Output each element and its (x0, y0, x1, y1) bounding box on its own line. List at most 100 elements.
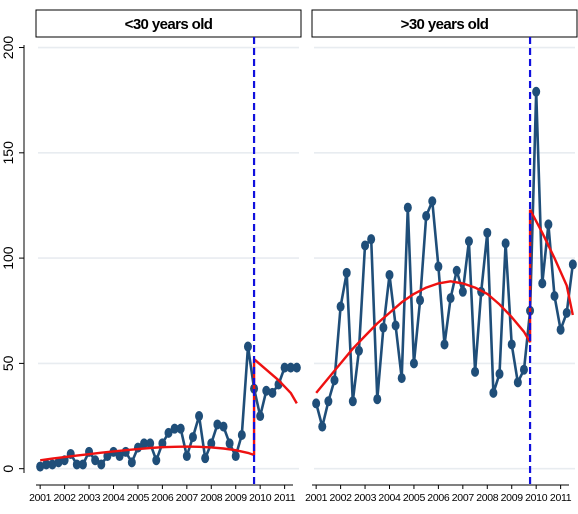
data-point (385, 269, 394, 280)
x-tick-label: 2004 (378, 492, 401, 504)
panel-title: <30 years old (125, 16, 213, 33)
data-point (568, 259, 577, 270)
data-point (54, 457, 63, 468)
x-tick-label: 2009 (501, 492, 524, 504)
data-point (256, 411, 265, 422)
x-tick-label: 2004 (102, 492, 125, 504)
data-point (538, 278, 547, 289)
fit-line-pre (315, 280, 532, 394)
data-point (121, 446, 130, 457)
data-point (550, 291, 559, 302)
data-point (78, 459, 87, 470)
data-point (483, 227, 492, 238)
data-point (188, 432, 197, 443)
x-tick-label: 2001 (29, 492, 52, 504)
x-tick-label: 2006 (151, 492, 174, 504)
data-point (342, 267, 351, 278)
data-point (391, 320, 400, 331)
data-point (42, 459, 51, 470)
data-point (115, 451, 124, 462)
x-tick-label: 2005 (127, 492, 150, 504)
data-point (379, 322, 388, 333)
data-point (458, 286, 467, 297)
panel-under-30: <30 years old 2001 2002 2003 2004 2005 2006 200… (29, 9, 302, 504)
y-tick-label: 150 (0, 141, 16, 165)
x-tick-label: 2011 (550, 492, 572, 504)
data-point (201, 453, 210, 464)
data-point (336, 301, 345, 312)
panel-title: >30 years old (401, 16, 489, 33)
x-tick-label: 2010 (525, 492, 548, 504)
data-point (373, 394, 382, 405)
data-point (330, 375, 339, 386)
data-point (231, 451, 240, 462)
data-point (292, 362, 301, 373)
data-point (176, 423, 185, 434)
x-tick-label: 2006 (427, 492, 450, 504)
data-point (213, 419, 222, 430)
data-point (440, 339, 449, 350)
data-point (507, 339, 516, 350)
data-point (367, 234, 376, 245)
data-point (446, 293, 455, 304)
data-point (348, 396, 357, 407)
data-point (219, 421, 228, 432)
data-point (268, 387, 277, 398)
x-tick-label: 2008 (476, 492, 499, 504)
panel-title-box (311, 9, 578, 38)
x-tick-label: 2002 (54, 492, 77, 504)
x-tick-label: 2010 (249, 492, 272, 504)
data-point (361, 240, 370, 251)
y-tick-label: 0 (0, 465, 16, 473)
data-point (428, 196, 437, 207)
x-tick-label: 2009 (225, 492, 248, 504)
data-point (72, 459, 81, 470)
data-point (103, 451, 112, 462)
data-point (318, 421, 327, 432)
data-point (562, 307, 571, 318)
x-tick-label: 2003 (354, 492, 377, 504)
x-tick-label: 2011 (274, 492, 296, 504)
data-point (397, 373, 406, 384)
data-point (243, 341, 252, 352)
data-point (262, 385, 271, 396)
x-tick-label: 2008 (200, 492, 223, 504)
x-tick-label: 2002 (330, 492, 353, 504)
data-point (237, 429, 246, 440)
data-point (182, 451, 191, 462)
data-point (471, 366, 480, 377)
data-point (464, 236, 473, 247)
fit-line-post (529, 209, 574, 316)
data-point (519, 364, 528, 375)
data-point (434, 261, 443, 272)
data-point (146, 438, 155, 449)
x-tick-label: 2003 (78, 492, 101, 504)
data-point (164, 427, 173, 438)
data-point (403, 202, 412, 213)
data-point (513, 377, 522, 388)
data-point (495, 368, 504, 379)
data-point (312, 398, 321, 409)
data-point (544, 219, 553, 230)
y-tick-label: 200 (0, 36, 16, 60)
data-point (422, 210, 431, 221)
y-tick-label: 50 (0, 355, 16, 371)
data-point (324, 396, 333, 407)
data-point (152, 455, 161, 466)
data-point (286, 362, 295, 373)
series-line (314, 90, 575, 428)
data-point (354, 345, 363, 356)
y-tick-label: 100 (0, 246, 16, 270)
fit-line-post (253, 358, 298, 405)
data-point (36, 461, 45, 472)
data-point (452, 265, 461, 276)
panel-title-box (35, 9, 302, 38)
data-point (170, 423, 179, 434)
series-line (39, 345, 297, 468)
data-point (158, 438, 167, 449)
data-point (207, 438, 216, 449)
data-point (416, 295, 425, 306)
data-point (91, 455, 100, 466)
